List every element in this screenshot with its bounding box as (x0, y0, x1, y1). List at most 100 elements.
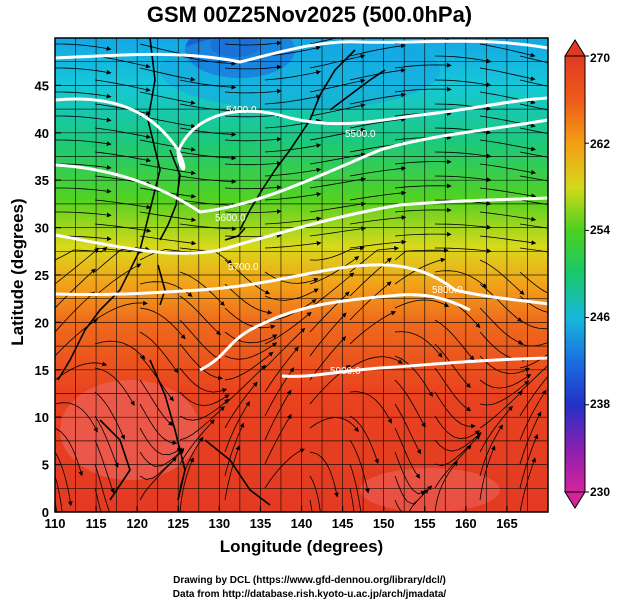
colorbar-bottom-arrow (564, 491, 586, 509)
streamline (309, 226, 367, 237)
streamline (349, 281, 392, 321)
streamline (479, 424, 503, 477)
streamline (309, 177, 366, 189)
colorbar-tick-label-238: 238 (590, 397, 610, 411)
streamline (434, 415, 480, 440)
streamline (139, 456, 177, 501)
streamline (179, 367, 228, 393)
streamline (55, 211, 112, 218)
streamline (224, 259, 271, 295)
streamline (394, 331, 443, 358)
streamline (309, 152, 366, 165)
contour-label-5800: 5800.0 (432, 285, 463, 296)
streamline (179, 151, 237, 161)
streamline (309, 245, 365, 261)
streamline (264, 413, 292, 465)
streamline (55, 43, 112, 51)
streamline (434, 151, 492, 159)
contour-5900 (199, 293, 548, 378)
y-tick-label: 25 (35, 268, 49, 283)
streamline (394, 86, 452, 93)
colorbar-body (564, 55, 586, 493)
streamline (309, 336, 347, 381)
streamline (434, 432, 482, 452)
streamline (179, 271, 225, 306)
streamline (139, 448, 185, 467)
streamline (139, 403, 178, 445)
streamline (479, 43, 536, 58)
contour-label-5400: 5400.0 (226, 105, 257, 116)
x-tick-label: 165 (496, 516, 518, 531)
streamline (434, 270, 488, 289)
streamline (55, 361, 108, 381)
streamline (94, 223, 152, 233)
streamline (94, 79, 151, 92)
streamline (55, 163, 112, 170)
x-tick-label: 140 (291, 516, 313, 531)
x-tick-label: 155 (414, 516, 436, 531)
streamline (94, 55, 151, 69)
streamline (139, 235, 197, 246)
streamline (519, 353, 548, 369)
streamline (55, 402, 98, 433)
streamline (224, 209, 282, 214)
streamline (55, 115, 112, 123)
streamline (179, 391, 230, 407)
streamline (179, 103, 237, 114)
streamline (139, 448, 185, 480)
streamline (309, 416, 359, 433)
streamline (264, 192, 322, 201)
streamline (394, 451, 426, 496)
streamline (519, 55, 548, 64)
y-tick-label: 35 (35, 173, 49, 188)
y-tick-label: 10 (35, 410, 49, 425)
streamline (394, 159, 452, 165)
streamline (224, 342, 278, 360)
x-tick-label: 120 (126, 516, 148, 531)
contour-5400 (55, 39, 548, 64)
streamline (264, 94, 322, 105)
x-axis-label: Longitude (degrees) (219, 537, 384, 556)
streamline (434, 391, 476, 429)
streamline (349, 117, 407, 129)
streamline (434, 175, 492, 183)
streamline (94, 463, 111, 512)
streamline (224, 283, 273, 315)
streamline (479, 445, 496, 501)
y-axis: 0 5 10 15 20 25 30 35 40 45 (35, 78, 61, 520)
streamline (179, 79, 237, 90)
y-tick-label: 0 (42, 505, 49, 520)
streamline (264, 45, 321, 57)
streamline (139, 427, 182, 456)
streamline (309, 499, 313, 512)
y-axis-label: Latitude (degrees) (8, 198, 27, 346)
streamline (179, 295, 221, 336)
streamline (179, 419, 215, 465)
streamline (349, 487, 355, 512)
streamline (55, 67, 112, 75)
streamline (224, 185, 282, 190)
streamline (139, 331, 179, 374)
streamline (264, 327, 306, 369)
streamline (55, 499, 58, 512)
streamline (55, 268, 96, 309)
streamline (434, 367, 472, 412)
streamline (519, 319, 548, 330)
y-tick-label: 20 (35, 315, 49, 330)
streamline (179, 127, 237, 137)
streamline (94, 487, 102, 512)
streamline (349, 356, 403, 369)
streamline (309, 38, 338, 45)
streamline (264, 448, 305, 489)
streamline (394, 62, 452, 69)
streamline (519, 375, 548, 417)
x-tick-label: 115 (86, 516, 107, 531)
streamline (309, 291, 350, 333)
streamline (394, 379, 426, 428)
streamline (94, 199, 152, 210)
streamline (94, 439, 115, 494)
streamline (434, 343, 471, 388)
streamline (394, 247, 449, 261)
streamline (349, 463, 362, 512)
